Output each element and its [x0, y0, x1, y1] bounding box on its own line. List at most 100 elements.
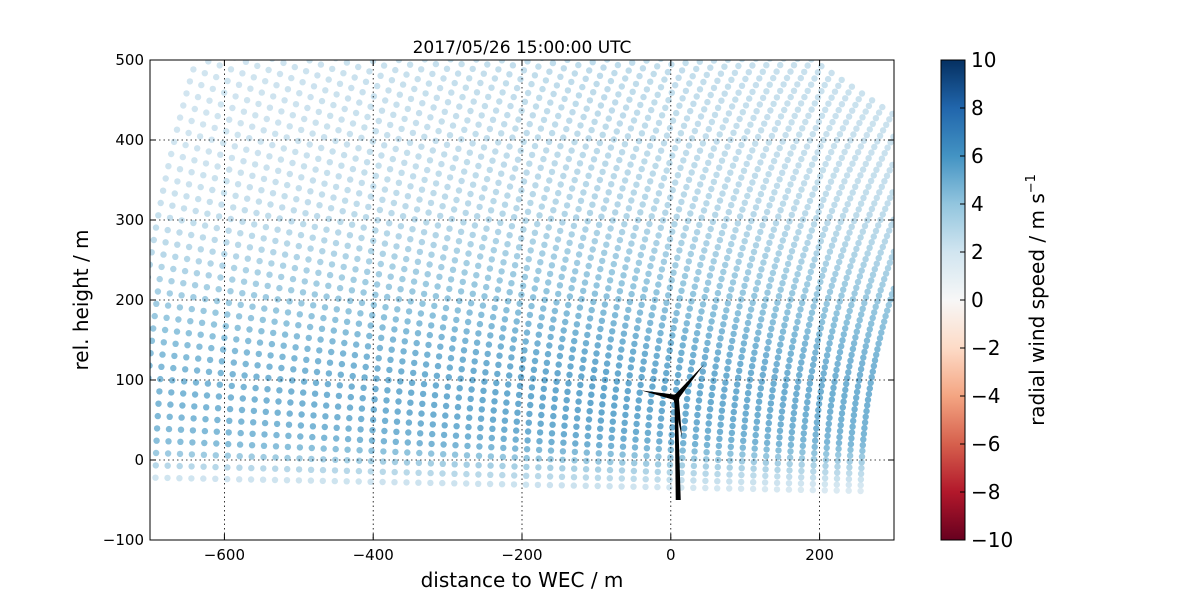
scan-point	[659, 400, 666, 407]
scan-point	[235, 313, 243, 320]
scan-point	[649, 255, 656, 262]
scan-point	[562, 414, 569, 421]
scan-point	[654, 476, 661, 483]
scan-point	[743, 403, 750, 410]
scan-point	[798, 155, 805, 163]
scan-point	[710, 145, 717, 152]
scan-point	[827, 408, 834, 415]
scan-point	[588, 126, 595, 134]
scan-point	[552, 387, 559, 394]
scan-point	[459, 356, 466, 363]
scan-point	[803, 173, 810, 181]
scan-point	[862, 343, 869, 350]
scan-point	[373, 281, 381, 288]
scan-point	[822, 358, 830, 365]
scan-point	[535, 63, 542, 70]
scan-point	[381, 240, 389, 247]
scan-point	[557, 143, 564, 150]
scan-point	[686, 52, 692, 58]
scan-point	[518, 291, 525, 298]
scan-point	[726, 464, 733, 471]
scan-point	[486, 125, 494, 133]
scan-point	[562, 164, 570, 171]
scan-point	[684, 388, 692, 395]
scan-point	[826, 414, 833, 421]
scan-point	[213, 440, 220, 447]
scan-point	[824, 219, 831, 227]
scan-point	[828, 148, 835, 156]
scan-point	[642, 342, 650, 350]
scan-point	[777, 341, 784, 348]
scan-point	[198, 319, 206, 326]
scan-point	[400, 348, 407, 355]
scan-point	[708, 118, 716, 126]
scan-point	[251, 161, 259, 168]
scan-point	[770, 100, 777, 108]
scan-point	[141, 437, 147, 443]
scan-point	[820, 136, 827, 144]
scan-point	[704, 98, 711, 106]
scan-point	[855, 322, 862, 330]
scan-point	[174, 241, 181, 248]
scan-point	[857, 143, 865, 150]
scan-point	[612, 209, 619, 216]
scan-point	[856, 273, 864, 280]
scan-point	[462, 337, 469, 344]
scan-point	[584, 331, 591, 339]
scan-point	[559, 219, 566, 226]
scan-point	[560, 265, 567, 272]
scan-point	[289, 377, 296, 384]
scan-point	[274, 409, 281, 416]
scan-point	[651, 368, 658, 375]
scan-point	[776, 144, 783, 152]
scan-point	[450, 335, 457, 343]
y-tick-label: 400	[115, 131, 144, 149]
scan-point	[845, 89, 852, 96]
scan-point	[529, 190, 536, 198]
scan-point	[188, 231, 195, 239]
scan-point	[688, 135, 696, 142]
scan-point	[713, 171, 720, 178]
scan-point	[790, 87, 798, 95]
scan-point	[668, 61, 675, 68]
scan-point	[792, 168, 799, 175]
scan-point	[464, 433, 472, 440]
scan-point	[196, 343, 203, 350]
scan-point	[858, 311, 865, 318]
scan-point	[796, 371, 803, 379]
scan-point	[397, 378, 404, 385]
scan-point	[693, 330, 701, 337]
scan-point	[419, 400, 426, 407]
scan-point	[381, 417, 389, 424]
scan-point	[164, 462, 171, 469]
scan-point	[490, 197, 497, 205]
scan-point	[780, 81, 787, 88]
scan-point	[206, 198, 213, 206]
scan-point	[523, 129, 530, 137]
scan-point	[517, 373, 525, 381]
scan-point	[556, 282, 564, 289]
scan-point	[416, 449, 423, 457]
scan-point	[855, 96, 862, 103]
scan-point	[846, 464, 853, 471]
scan-point	[635, 137, 643, 145]
scan-point	[403, 459, 411, 466]
scan-point	[273, 431, 280, 439]
scan-point	[560, 134, 567, 141]
scan-point	[733, 188, 740, 195]
scan-point	[168, 389, 175, 396]
scan-point	[826, 124, 833, 132]
scan-point	[515, 309, 522, 316]
scan-point	[739, 244, 746, 252]
scan-point	[247, 314, 255, 322]
scan-point	[559, 335, 566, 343]
scan-point	[656, 337, 663, 344]
scan-point	[655, 281, 662, 288]
scan-point	[635, 173, 643, 181]
scan-point	[548, 262, 556, 269]
scan-point	[804, 203, 811, 211]
scan-point	[286, 410, 293, 417]
scan-point	[515, 400, 522, 407]
scan-point	[788, 119, 795, 126]
scan-point	[867, 177, 875, 185]
